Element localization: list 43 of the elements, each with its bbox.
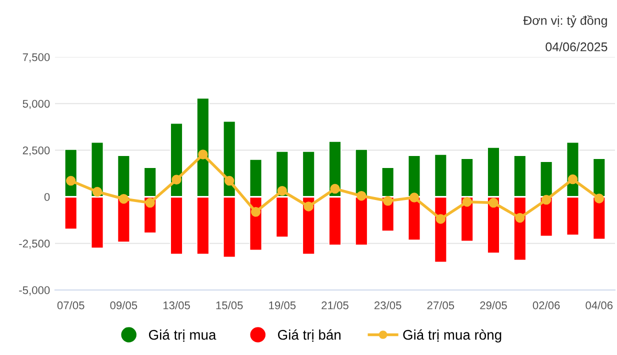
point <box>409 192 420 202</box>
point <box>462 196 472 207</box>
point <box>66 176 76 186</box>
x-tick-label: 13/05 <box>163 301 190 310</box>
point <box>172 174 182 185</box>
x-tick-label: 07/05 <box>57 301 84 310</box>
y-tick-label: 5,000 <box>22 100 50 110</box>
point <box>436 214 446 224</box>
y-tick-label: -5,000 <box>19 286 50 296</box>
point <box>224 176 234 186</box>
x-tick-label: 04/06 <box>586 301 613 310</box>
text: 04/06/2025 <box>546 42 608 52</box>
x-tick-label: 09/05 <box>110 301 138 310</box>
x-tick-label: 29/05 <box>480 301 507 310</box>
legend-label: Giá trị bán <box>278 329 340 342</box>
point <box>594 194 604 204</box>
point <box>92 186 102 197</box>
point <box>277 186 288 196</box>
point <box>250 207 261 217</box>
x-tick-label: 23/05 <box>374 301 402 310</box>
text: Đơn vị: tỷ đồng <box>523 15 607 28</box>
point <box>382 196 393 206</box>
point <box>515 213 525 223</box>
y-tick-label: 2,500 <box>22 146 50 156</box>
point <box>118 194 129 204</box>
point <box>304 202 314 212</box>
y-tick-label: 0 <box>44 193 50 201</box>
x-tick-label: 27/05 <box>427 301 454 310</box>
x-tick-label: 19/05 <box>269 301 296 310</box>
legend-label: Giá trị mua <box>148 329 216 342</box>
x-tick-label: 15/05 <box>216 301 243 310</box>
point <box>330 184 340 194</box>
x-tick-label: 02/06 <box>532 301 560 310</box>
y-tick-label: 7,500 <box>22 53 50 62</box>
x-tick-label: 21/05 <box>322 301 348 310</box>
point <box>568 174 578 184</box>
point <box>541 194 552 205</box>
point <box>488 198 498 208</box>
legend-label: Giá trị mua ròng <box>403 329 502 342</box>
y-tick-label: -2,500 <box>19 240 50 249</box>
point <box>145 198 155 208</box>
point <box>356 191 366 201</box>
point <box>198 150 208 160</box>
